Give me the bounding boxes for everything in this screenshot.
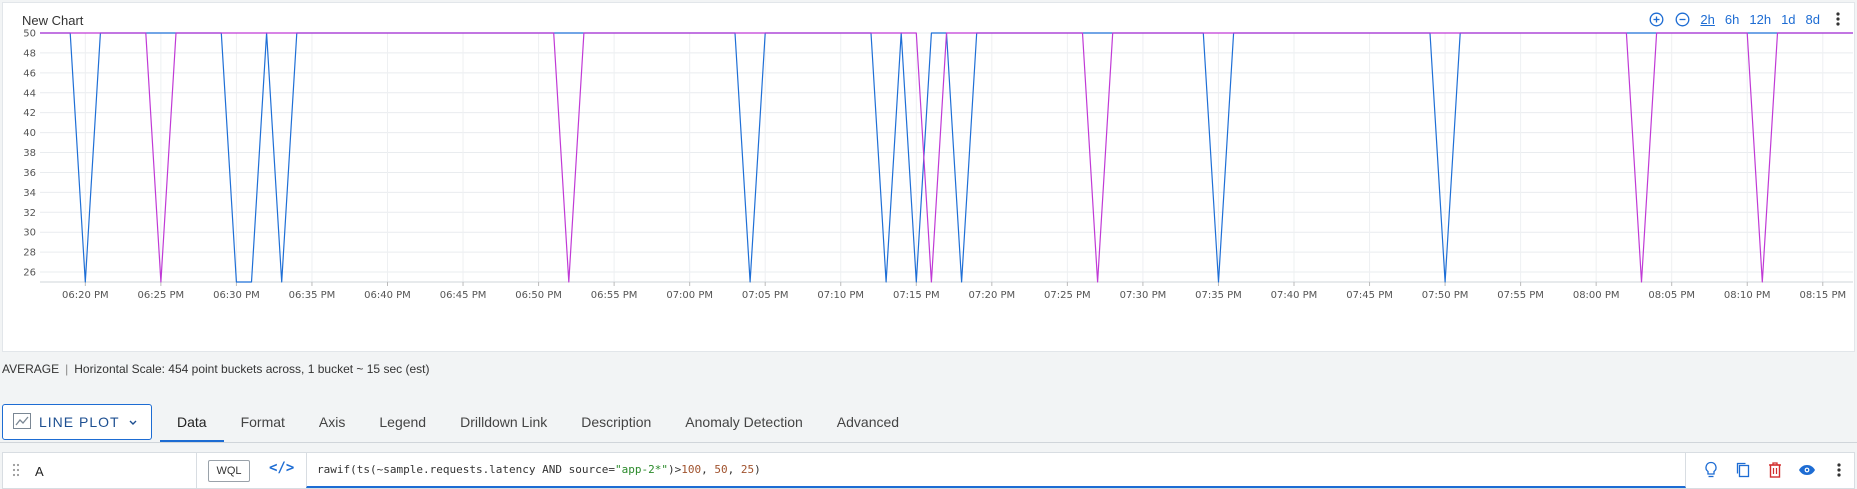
query-token: 50 [714,463,728,476]
copy-icon[interactable] [1734,461,1752,479]
more-options-icon[interactable] [1830,11,1846,27]
x-tick-label: 07:00 PM [666,290,713,301]
series-line-1 [40,32,1853,283]
y-tick-label: 36 [23,168,36,179]
tab-advanced[interactable]: Advanced [836,414,900,430]
y-tick-label: 34 [23,188,36,199]
chevron-down-icon [128,414,138,430]
tab-data[interactable]: Data [160,402,224,443]
x-tick-label: 07:15 PM [893,290,940,301]
x-tick-label: 06:55 PM [591,290,638,301]
y-tick-label: 30 [23,228,36,239]
query-token: , [701,463,715,476]
line-chart[interactable]: 26 28 30 32 34 36 38 40 42 44 46 48 50 06:20 PM 06:25 … [3,3,1854,351]
x-tick-label: 06:25 PM [138,290,185,301]
x-tick-label: 08:00 PM [1573,290,1620,301]
x-tick-label: 07:10 PM [817,290,864,301]
chart-title: New Chart [22,13,84,28]
x-tick-label: 06:30 PM [213,290,260,301]
query-token: ) [754,463,761,476]
x-tick-label: 08:05 PM [1648,290,1695,301]
y-tick-label: 38 [23,148,36,159]
tab-legend[interactable]: Legend [379,414,427,430]
query-text[interactable]: rawif(ts(~sample.requests.latency AND so… [317,463,761,476]
zoom-out-icon[interactable] [1674,11,1690,27]
x-tick-label: 06:45 PM [440,290,487,301]
scale-description: Horizontal Scale: 454 point buckets acro… [74,362,430,376]
x-tick-label: 07:25 PM [1044,290,1091,301]
query-token: 100 [681,463,702,476]
time-range-8d[interactable]: 8d [1805,11,1820,27]
scale-separator: | [65,362,69,376]
x-tick-label: 07:35 PM [1195,290,1242,301]
x-tick-label: 07:50 PM [1422,290,1469,301]
query-input[interactable]: rawif(ts(~sample.requests.latency AND so… [306,453,1686,488]
y-tick-label: 44 [23,88,36,99]
x-tick-label: 08:15 PM [1799,290,1846,301]
x-tick-label: 07:05 PM [742,290,789,301]
drag-handle-icon[interactable] [11,463,23,479]
y-tick-label: 26 [23,268,36,279]
series-line-2 [40,32,1853,283]
query-divider [196,453,197,488]
query-actions [1702,461,1848,479]
query-token: rawif(ts(~sample.requests.latency AND so… [317,463,616,476]
eye-icon[interactable] [1798,461,1816,479]
y-tick-label: 48 [23,48,36,59]
x-tick-label: 06:20 PM [62,290,109,301]
x-tick-label: 06:40 PM [364,290,411,301]
query-token: )> [668,463,682,476]
x-tick-label: 07:30 PM [1120,290,1167,301]
wql-mode-button[interactable]: WQL [208,460,250,482]
plot-type-dropdown[interactable]: LINE PLOT [2,404,152,440]
time-range-6h[interactable]: 6h [1724,11,1740,27]
line-plot-icon [13,412,31,432]
editor-toolbar: LINE PLOT Data Format Axis Legend Drilldown … [0,402,1857,446]
x-tick-label: 06:35 PM [289,290,336,301]
x-tick-label: 07:20 PM [968,290,1015,301]
chart-controls: 2h 6h 12h 1d 8d [1648,11,1846,27]
editor-tabs: Data Format Axis Legend Drilldown Link Descri… [160,402,916,443]
lightbulb-icon[interactable] [1702,461,1720,479]
more-options-icon[interactable] [1830,461,1848,479]
tab-drilldown-link[interactable]: Drilldown Link [460,414,548,430]
zoom-in-icon[interactable] [1648,11,1664,27]
time-range-12h[interactable]: 12h [1749,11,1772,27]
y-tick-label: 42 [23,108,36,119]
y-tick-label: 32 [23,208,36,219]
delete-icon[interactable] [1766,461,1784,479]
plot-type-label: LINE PLOT [39,414,120,430]
time-range-links: 2h 6h 12h 1d 8d [1700,12,1820,27]
scale-mode: AVERAGE [2,362,60,376]
y-tick-label: 28 [23,248,36,259]
code-view-icon[interactable]: </> [269,460,295,476]
query-token: "app-2*" [615,463,668,476]
time-range-1d[interactable]: 1d [1781,11,1796,27]
x-tick-label: 07:45 PM [1346,290,1393,301]
tab-format[interactable]: Format [240,414,285,430]
y-tick-label: 40 [23,128,36,139]
query-token: , [727,463,741,476]
toolbar-divider [0,442,1857,443]
scale-info: AVERAGE | Horizontal Scale: 454 point buck… [2,362,429,376]
y-tick-label: 46 [23,68,36,79]
x-tick-label: 08:10 PM [1724,290,1771,301]
tab-anomaly-detection[interactable]: Anomaly Detection [685,414,803,430]
y-tick-label: 50 [23,29,36,40]
chart-panel: New Chart 2h 6h 12h 1d 8d 26 28 30 32 34 36 38 40 42… [2,2,1855,352]
x-tick-label: 07:55 PM [1497,290,1544,301]
tab-description[interactable]: Description [581,414,652,430]
tab-axis[interactable]: Axis [318,414,346,430]
query-row: A WQL </> rawif(ts(~sample.requests.late… [2,452,1855,489]
x-tick-label: 07:40 PM [1271,290,1318,301]
x-tick-label: 06:50 PM [515,290,562,301]
time-range-2h[interactable]: 2h [1700,11,1715,27]
query-token: 25 [740,463,755,476]
query-name[interactable]: A [35,464,44,479]
